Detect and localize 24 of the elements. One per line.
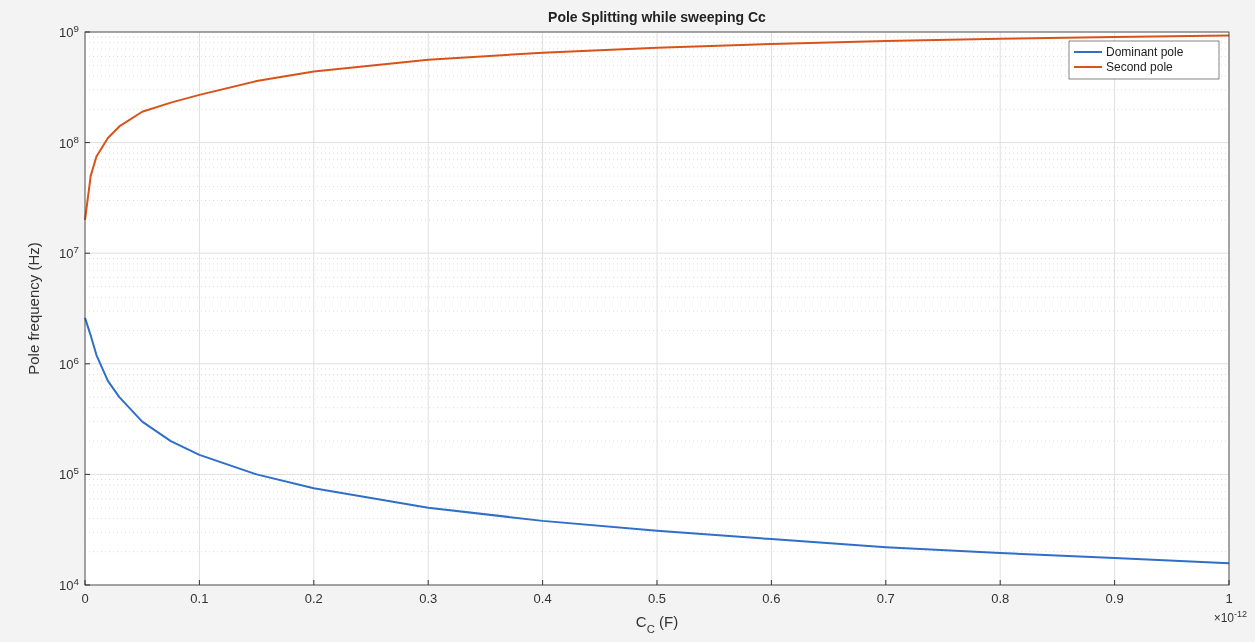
x-tick-label: 0.2 <box>304 591 323 606</box>
x-tick-label: 0.3 <box>419 591 438 606</box>
line-series <box>84 316 1230 565</box>
x-tick-label: 0.7 <box>876 591 895 606</box>
y-axis-title: Pole frequency (Hz) <box>25 242 42 375</box>
x-tick-label: 0.1 <box>190 591 209 606</box>
text: ×10$^{-12}$ <box>1213 609 1247 625</box>
y-tick-label: 10$^{7}$ <box>59 243 79 262</box>
legend-label: Second pole <box>1106 60 1174 74</box>
legend-label: Dominant pole <box>1106 45 1184 59</box>
x-axis-title: C$_{C}$ (F) <box>635 613 679 635</box>
x-tick-label: 0.5 <box>647 591 667 606</box>
y-tick-label: 10$^{8}$ <box>59 133 79 151</box>
y-tick-label: 10$^{6}$ <box>59 354 79 372</box>
x-tick-label: 0.6 <box>762 591 781 606</box>
x-tick-label: 0.9 <box>1105 591 1124 606</box>
y-tick-label: 10$^{4}$ <box>59 575 80 593</box>
y-tick-label: 10$^{5}$ <box>59 464 80 483</box>
chart-title: Pole Splitting while sweeping Cc <box>548 9 767 25</box>
x-tick-label: 0 <box>81 591 89 606</box>
x-tick-label: 0.4 <box>533 591 552 606</box>
x-tick-label: 0.8 <box>991 591 1010 606</box>
y-tick-label: 10$^{9}$ <box>59 22 79 40</box>
x-tick-label: 1 <box>1225 591 1233 606</box>
